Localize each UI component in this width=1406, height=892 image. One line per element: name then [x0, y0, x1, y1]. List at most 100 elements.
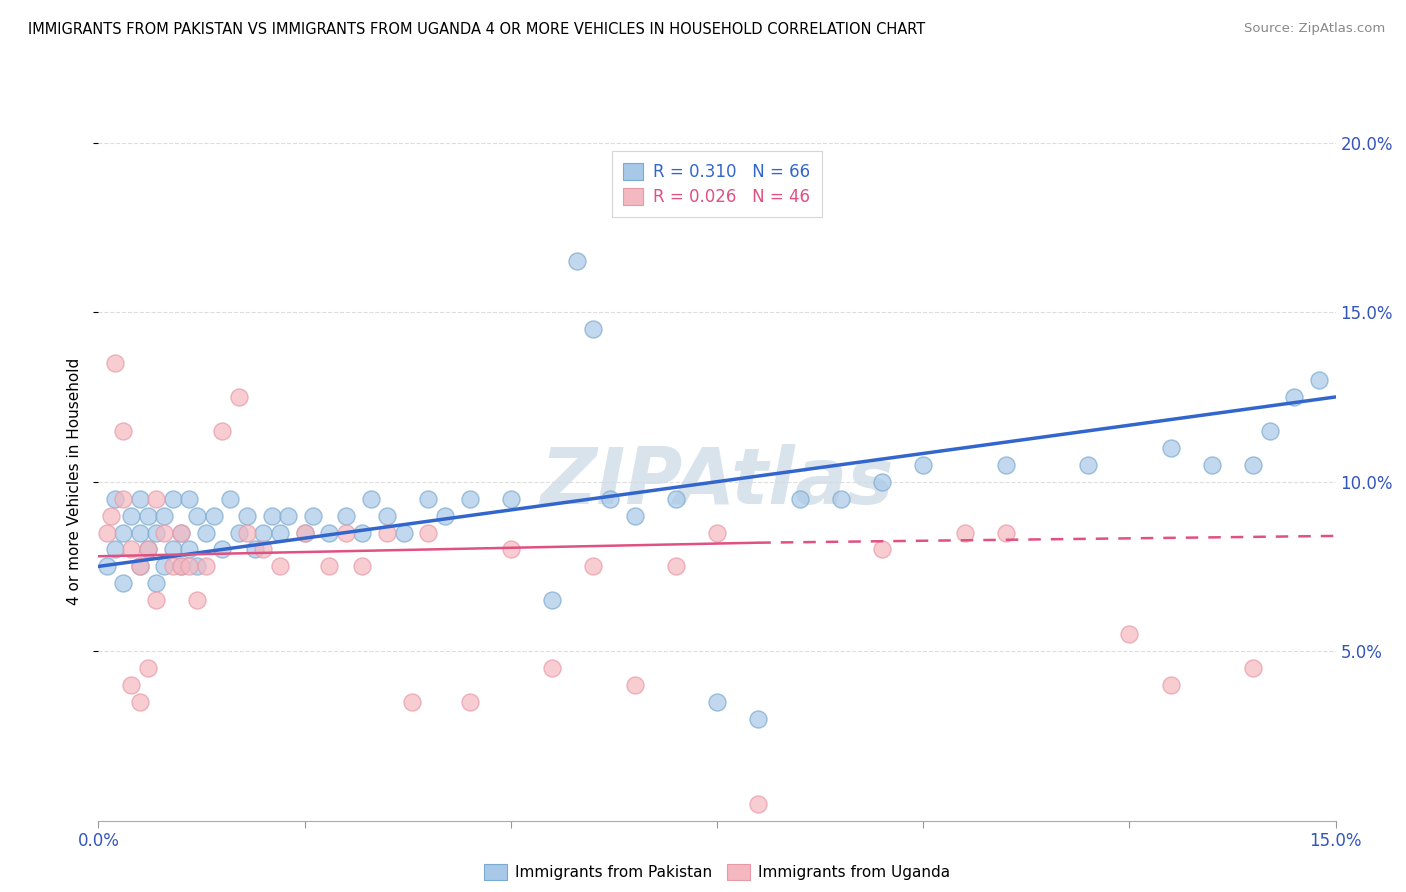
Point	[170, 559, 193, 574]
Point	[599, 491, 621, 506]
Point	[665, 559, 688, 574]
Point	[162, 491, 184, 506]
Point	[162, 542, 184, 557]
Point	[1077, 458, 1099, 472]
Point	[565, 254, 588, 268]
Point	[269, 559, 291, 574]
Point	[392, 525, 415, 540]
Point	[136, 542, 159, 557]
Point	[194, 559, 217, 574]
Point	[219, 491, 242, 506]
Point	[179, 542, 201, 557]
Point	[136, 661, 159, 675]
Point	[1241, 661, 1264, 675]
Point	[335, 508, 357, 523]
Point	[186, 559, 208, 574]
Point	[294, 525, 316, 540]
Point	[1160, 441, 1182, 455]
Text: Source: ZipAtlas.com: Source: ZipAtlas.com	[1244, 22, 1385, 36]
Point	[179, 491, 201, 506]
Point	[418, 525, 440, 540]
Point	[252, 542, 274, 557]
Point	[352, 525, 374, 540]
Point	[747, 712, 769, 726]
Text: IMMIGRANTS FROM PAKISTAN VS IMMIGRANTS FROM UGANDA 4 OR MORE VEHICLES IN HOUSEHO: IMMIGRANTS FROM PAKISTAN VS IMMIGRANTS F…	[28, 22, 925, 37]
Point	[112, 525, 135, 540]
Point	[120, 678, 142, 692]
Point	[458, 491, 481, 506]
Point	[120, 542, 142, 557]
Point	[1308, 373, 1330, 387]
Point	[706, 695, 728, 709]
Point	[128, 559, 150, 574]
Point	[789, 491, 811, 506]
Point	[1241, 458, 1264, 472]
Point	[120, 508, 142, 523]
Point	[870, 542, 893, 557]
Point	[375, 525, 398, 540]
Point	[953, 525, 976, 540]
Point	[294, 525, 316, 540]
Point	[96, 525, 118, 540]
Point	[541, 661, 564, 675]
Point	[706, 525, 728, 540]
Point	[194, 525, 217, 540]
Point	[136, 508, 159, 523]
Point	[153, 508, 176, 523]
Point	[112, 424, 135, 438]
Y-axis label: 4 or more Vehicles in Household: 4 or more Vehicles in Household	[67, 358, 83, 606]
Point	[211, 424, 233, 438]
Point	[128, 695, 150, 709]
Point	[499, 542, 522, 557]
Point	[277, 508, 299, 523]
Point	[401, 695, 423, 709]
Point	[302, 508, 325, 523]
Point	[104, 356, 127, 370]
Point	[375, 508, 398, 523]
Point	[179, 559, 201, 574]
Point	[269, 525, 291, 540]
Point	[623, 508, 645, 523]
Point	[499, 491, 522, 506]
Point	[153, 559, 176, 574]
Point	[186, 593, 208, 607]
Point	[104, 491, 127, 506]
Point	[994, 458, 1017, 472]
Point	[541, 593, 564, 607]
Point	[433, 508, 456, 523]
Point	[458, 695, 481, 709]
Point	[582, 322, 605, 336]
Point	[145, 525, 167, 540]
Point	[96, 559, 118, 574]
Point	[128, 559, 150, 574]
Point	[202, 508, 225, 523]
Text: ZIPAtlas: ZIPAtlas	[540, 443, 894, 520]
Point	[318, 525, 340, 540]
Point	[623, 678, 645, 692]
Point	[260, 508, 283, 523]
Point	[243, 542, 266, 557]
Point	[1118, 627, 1140, 641]
Point	[335, 525, 357, 540]
Point	[128, 491, 150, 506]
Point	[1201, 458, 1223, 472]
Point	[236, 508, 259, 523]
Point	[153, 525, 176, 540]
Point	[145, 491, 167, 506]
Point	[211, 542, 233, 557]
Point	[128, 525, 150, 540]
Point	[112, 491, 135, 506]
Point	[236, 525, 259, 540]
Point	[994, 525, 1017, 540]
Point	[136, 542, 159, 557]
Point	[145, 593, 167, 607]
Point	[145, 576, 167, 591]
Point	[747, 797, 769, 811]
Point	[228, 525, 250, 540]
Point	[1284, 390, 1306, 404]
Point	[582, 559, 605, 574]
Point	[352, 559, 374, 574]
Point	[418, 491, 440, 506]
Point	[360, 491, 382, 506]
Point	[186, 508, 208, 523]
